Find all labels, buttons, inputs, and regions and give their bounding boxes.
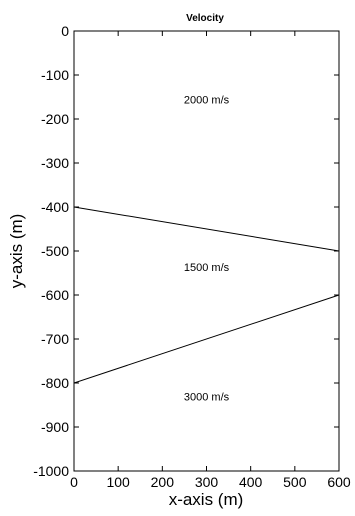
y-tick-label: -500 xyxy=(41,243,69,259)
y-tick-label: -400 xyxy=(41,199,69,215)
velocity-region-label: 2000 m/s xyxy=(184,95,230,107)
boundary-line-1 xyxy=(73,206,340,252)
y-tick-label: -300 xyxy=(41,155,69,171)
y-tick-label: -1000 xyxy=(33,463,69,479)
x-tick-label: 500 xyxy=(283,474,307,490)
y-axis-ticks: 0 -100 -200 -300 -400 -500 -600 -700 -800 -900 -10… xyxy=(33,23,339,479)
chart-title: Velocity xyxy=(186,13,224,24)
x-tick-label: 300 xyxy=(195,474,219,490)
velocity-region-label: 1500 m/s xyxy=(184,262,230,274)
x-tick-label: 400 xyxy=(239,474,263,490)
x-axis-ticks: 0 100 200 300 400 500 600 xyxy=(70,31,351,490)
y-tick-label: 0 xyxy=(61,23,69,39)
x-axis-label: x-axis (m) xyxy=(169,490,244,509)
x-tick-label: 100 xyxy=(106,474,130,490)
boundary-line-2 xyxy=(73,294,340,384)
y-tick-label: -800 xyxy=(41,375,69,391)
y-axis-label: y-axis (m) xyxy=(7,214,26,289)
velocity-region-labels: 2000 m/s 1500 m/s 3000 m/s xyxy=(184,95,230,404)
y-tick-label: -700 xyxy=(41,331,69,347)
x-tick-label: 600 xyxy=(327,474,351,490)
boundary-lines xyxy=(73,206,340,384)
x-tick-label: 0 xyxy=(70,474,78,490)
y-tick-label: -900 xyxy=(41,419,69,435)
y-tick-label: -600 xyxy=(41,287,69,303)
y-tick-label: -200 xyxy=(41,111,69,127)
y-tick-label: -100 xyxy=(41,67,69,83)
velocity-region-label: 3000 m/s xyxy=(184,392,230,404)
x-tick-label: 200 xyxy=(151,474,175,490)
